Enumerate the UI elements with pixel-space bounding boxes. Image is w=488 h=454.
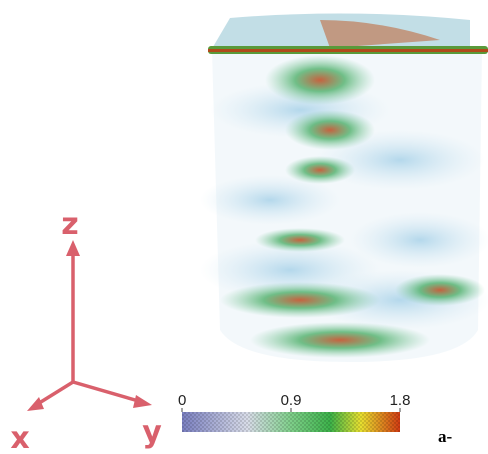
colorbar-tick-label: 1.8: [390, 392, 411, 409]
volume-render: [200, 13, 488, 362]
x-axis-label: x: [10, 421, 29, 454]
colorbar-tick-label: 0.9: [281, 392, 302, 409]
colorbar-ticks: 0 0.9 1.8: [178, 392, 410, 412]
colorbar-tick-label: 0: [178, 392, 186, 409]
axis-triad: [27, 240, 152, 411]
panel-label: a-: [438, 427, 453, 446]
y-axis-label: y: [142, 415, 162, 450]
z-axis-label: z: [61, 207, 78, 242]
colorbar-texture: [182, 412, 400, 432]
